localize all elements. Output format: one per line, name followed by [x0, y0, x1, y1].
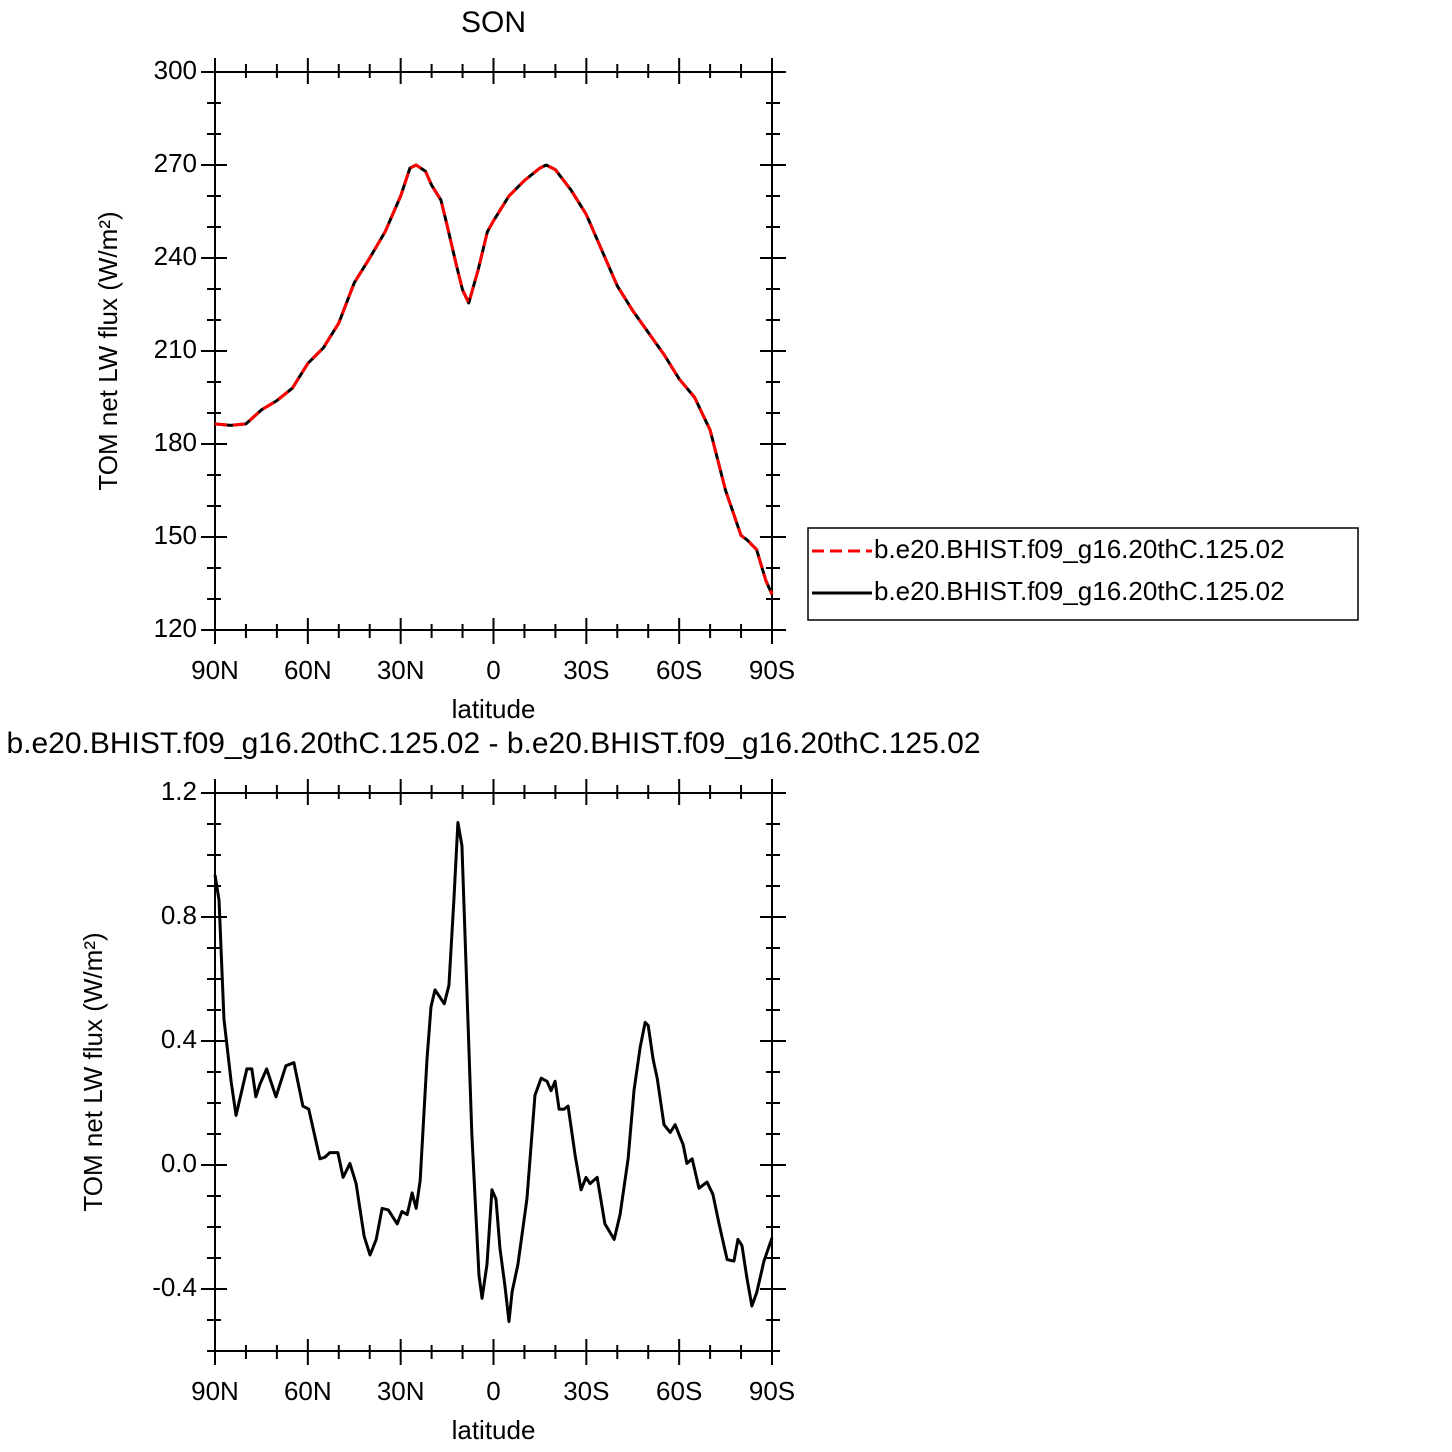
- legend-label: b.e20.BHIST.f09_g16.20thC.125.02: [874, 576, 1285, 606]
- legend-label: b.e20.BHIST.f09_g16.20thC.125.02: [874, 534, 1285, 564]
- x-tick-label: 90S: [749, 655, 795, 685]
- chart-title: SON: [461, 6, 526, 39]
- x-tick-label: 90N: [191, 655, 239, 685]
- y-tick-label: 120: [154, 613, 197, 643]
- y-tick-label: 0.8: [161, 900, 197, 930]
- x-tick-label: 30S: [563, 1376, 609, 1406]
- x-tick-label: 0: [486, 655, 500, 685]
- data-line: [214, 163, 774, 595]
- y-tick-label: 150: [154, 520, 197, 550]
- y-tick-label: 210: [154, 334, 197, 364]
- x-tick-label: 60N: [284, 1376, 332, 1406]
- chart-title: b.e20.BHIST.f09_g16.20thC.125.02 - b.e20…: [6, 727, 980, 760]
- x-tick-label: 30S: [563, 655, 609, 685]
- x-tick-label: 30N: [377, 1376, 425, 1406]
- y-tick-label: 300: [154, 55, 197, 85]
- y-tick-label: -0.4: [152, 1272, 197, 1302]
- x-tick-label: 90S: [749, 1376, 795, 1406]
- y-axis-label: TOM net LW flux (W/m²): [93, 211, 123, 490]
- x-axis-label: latitude: [452, 694, 536, 724]
- x-tick-label: 30N: [377, 655, 425, 685]
- y-tick-label: 270: [154, 148, 197, 178]
- y-tick-label: 1.2: [161, 776, 197, 806]
- y-axis-label: TOM net LW flux (W/m²): [78, 932, 108, 1211]
- y-tick-label: 0.4: [161, 1024, 197, 1054]
- y-tick-label: 180: [154, 427, 197, 457]
- plot-frame: [214, 71, 773, 631]
- x-tick-label: 90N: [191, 1376, 239, 1406]
- x-tick-label: 60S: [656, 655, 702, 685]
- data-line: [213, 820, 774, 1324]
- y-tick-label: 0.0: [161, 1148, 197, 1178]
- x-tick-label: 60S: [656, 1376, 702, 1406]
- x-axis-label: latitude: [452, 1415, 536, 1445]
- legend-box: [807, 527, 1359, 621]
- y-tick-label: 240: [154, 241, 197, 271]
- x-tick-label: 60N: [284, 655, 332, 685]
- plot-frame: [214, 792, 773, 1352]
- x-tick-label: 0: [486, 1376, 500, 1406]
